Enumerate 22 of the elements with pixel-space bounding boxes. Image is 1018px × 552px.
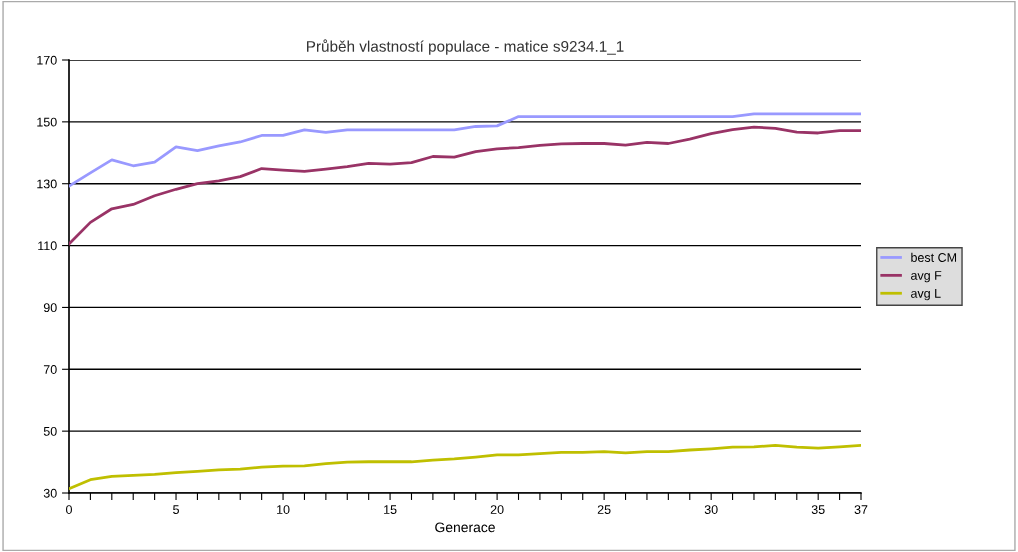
x-tick-label: 0 <box>66 505 72 514</box>
legend-label: avg F <box>911 271 942 283</box>
y-tick-label: 50 <box>43 426 57 436</box>
x-tick-label: 25 <box>597 505 611 514</box>
y-tick-label: 150 <box>37 117 57 127</box>
legend-label: avg L <box>911 289 941 301</box>
y-tick-label: 70 <box>43 365 57 374</box>
y-tick-label: 110 <box>38 241 57 251</box>
x-tick-label: 15 <box>384 505 397 514</box>
x-tick-label: 20 <box>490 505 504 514</box>
x-tick-label: 35 <box>811 505 825 514</box>
x-tick-label: 37 <box>854 505 868 514</box>
legend-label: best CM <box>911 252 957 262</box>
y-tick-label: 170 <box>37 55 57 65</box>
x-tick-label: 5 <box>173 505 179 514</box>
y-tick-label: 130 <box>37 179 57 189</box>
x-tick-label: 30 <box>704 505 718 514</box>
x-tick-label: 10 <box>277 505 290 514</box>
chart-title: Průběh vlastností populace - matice s9234.1_1 <box>307 39 624 55</box>
y-tick-label: 90 <box>43 303 57 313</box>
x-axis-title: Generace <box>435 522 495 533</box>
y-tick-label: 30 <box>43 488 57 498</box>
